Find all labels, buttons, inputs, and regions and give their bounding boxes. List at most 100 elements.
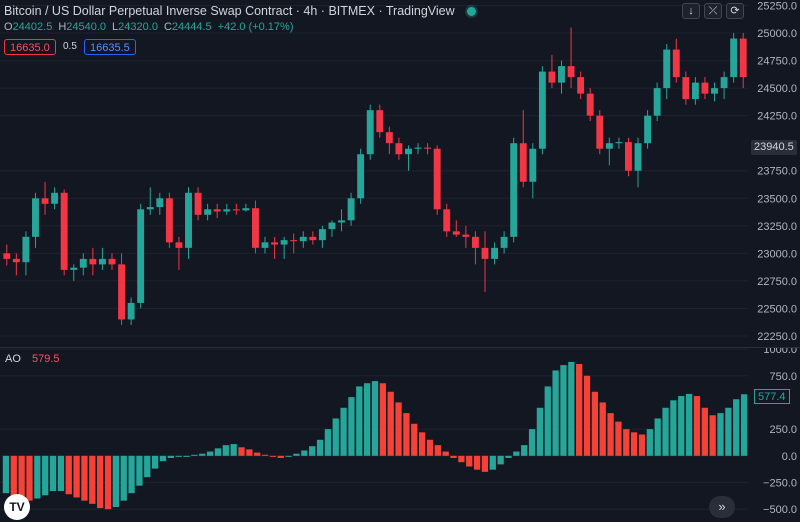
ao-bar[interactable] <box>309 446 316 456</box>
candle[interactable] <box>185 187 192 259</box>
ao-bar[interactable] <box>489 455 496 470</box>
ao-bar[interactable] <box>481 455 489 472</box>
ao-bar[interactable] <box>426 439 434 456</box>
candle[interactable] <box>366 104 374 160</box>
ao-bar[interactable] <box>183 455 190 457</box>
candle[interactable] <box>280 236 288 259</box>
ao-name[interactable]: AO <box>5 353 21 365</box>
ao-bar[interactable] <box>505 455 512 458</box>
ao-bar[interactable] <box>662 407 669 456</box>
scroll-to-realtime-icon[interactable]: » <box>709 496 735 518</box>
ao-bar[interactable] <box>144 455 151 478</box>
candle[interactable] <box>252 200 259 254</box>
candle[interactable] <box>98 247 106 270</box>
candle[interactable] <box>194 187 202 221</box>
candle[interactable] <box>242 203 250 212</box>
ao-bar[interactable] <box>112 455 120 508</box>
ao-bar[interactable] <box>34 455 41 499</box>
ao-bar[interactable] <box>57 455 65 492</box>
candle[interactable] <box>261 236 269 254</box>
ao-bar[interactable] <box>285 455 292 457</box>
ao-bar[interactable] <box>191 454 198 456</box>
candle[interactable] <box>558 60 565 94</box>
candle[interactable] <box>232 203 240 215</box>
arrow-down-icon[interactable]: ↓ <box>682 3 700 19</box>
candle[interactable] <box>118 253 125 325</box>
ao-bar[interactable] <box>73 455 80 498</box>
candle[interactable] <box>625 137 632 177</box>
ao-bar[interactable] <box>458 455 465 463</box>
ao-bar[interactable] <box>214 448 222 456</box>
candle[interactable] <box>519 110 527 188</box>
ao-bar[interactable] <box>701 407 708 456</box>
candle[interactable] <box>357 148 365 204</box>
candle[interactable] <box>108 253 116 270</box>
refresh-icon[interactable]: ⟳ <box>726 3 744 19</box>
candle[interactable] <box>70 264 78 281</box>
candle[interactable] <box>481 231 489 292</box>
ao-bar[interactable] <box>136 455 143 486</box>
ao-bar[interactable] <box>528 429 536 456</box>
candle[interactable] <box>443 203 451 237</box>
ao-bar[interactable] <box>733 399 740 456</box>
ao-bar[interactable] <box>434 445 441 456</box>
sell-button[interactable]: 16635.0 <box>4 39 56 55</box>
candle[interactable] <box>567 27 575 89</box>
ao-bar[interactable] <box>222 445 229 456</box>
ao-bar[interactable] <box>175 455 182 457</box>
candle[interactable] <box>424 143 432 155</box>
candle[interactable] <box>271 236 279 259</box>
candle[interactable] <box>146 187 154 215</box>
ao-bar[interactable] <box>261 454 269 456</box>
ao-bar[interactable] <box>693 396 701 456</box>
ao-bar[interactable] <box>356 386 363 456</box>
ao-bar[interactable] <box>269 455 277 457</box>
candle[interactable] <box>548 55 556 89</box>
ao-bar[interactable] <box>403 413 410 456</box>
ao-bar[interactable] <box>10 455 17 497</box>
ao-bar[interactable] <box>607 413 614 456</box>
ao-bar[interactable] <box>709 415 716 456</box>
market-status-icon[interactable] <box>466 6 476 16</box>
ao-bar[interactable] <box>199 453 206 456</box>
candle[interactable] <box>338 209 345 232</box>
ao-bar[interactable] <box>230 444 237 456</box>
candle[interactable] <box>299 231 307 248</box>
ao-bar[interactable] <box>725 407 732 456</box>
ao-bar[interactable] <box>151 455 159 469</box>
candle[interactable] <box>491 242 498 265</box>
candle[interactable] <box>730 33 738 83</box>
ao-bar[interactable] <box>473 455 481 470</box>
ao-bar[interactable] <box>340 407 347 456</box>
candle[interactable] <box>615 137 623 149</box>
ao-bar[interactable] <box>685 393 693 456</box>
ao-bar[interactable] <box>654 418 661 456</box>
ao-bar[interactable] <box>552 370 559 456</box>
candle[interactable] <box>204 203 212 221</box>
ao-bar[interactable] <box>678 396 685 456</box>
candle[interactable] <box>290 233 298 254</box>
ao-bar[interactable] <box>159 455 167 462</box>
ao-bar[interactable] <box>316 439 324 456</box>
ao-bar[interactable] <box>623 429 630 456</box>
ao-bar[interactable] <box>630 432 638 456</box>
ao-bar[interactable] <box>442 451 449 456</box>
ao-bar[interactable] <box>167 455 174 458</box>
ao-bar[interactable] <box>2 455 10 494</box>
ao-bar[interactable] <box>42 455 49 496</box>
candle[interactable] <box>500 231 508 254</box>
candle[interactable] <box>347 192 355 226</box>
ao-bar[interactable] <box>544 386 551 456</box>
candle[interactable] <box>720 71 728 100</box>
candle[interactable] <box>577 71 585 100</box>
candle[interactable] <box>89 247 97 276</box>
ao-bar[interactable] <box>81 455 88 501</box>
ao-bar[interactable] <box>615 421 622 456</box>
candle[interactable] <box>691 77 699 105</box>
candle[interactable] <box>137 203 145 309</box>
tradingview-logo-icon[interactable]: TV <box>4 494 30 520</box>
ao-bar[interactable] <box>128 455 135 494</box>
ao-bar[interactable] <box>418 432 426 456</box>
ao-bar[interactable] <box>277 455 284 458</box>
candle[interactable] <box>60 189 68 276</box>
